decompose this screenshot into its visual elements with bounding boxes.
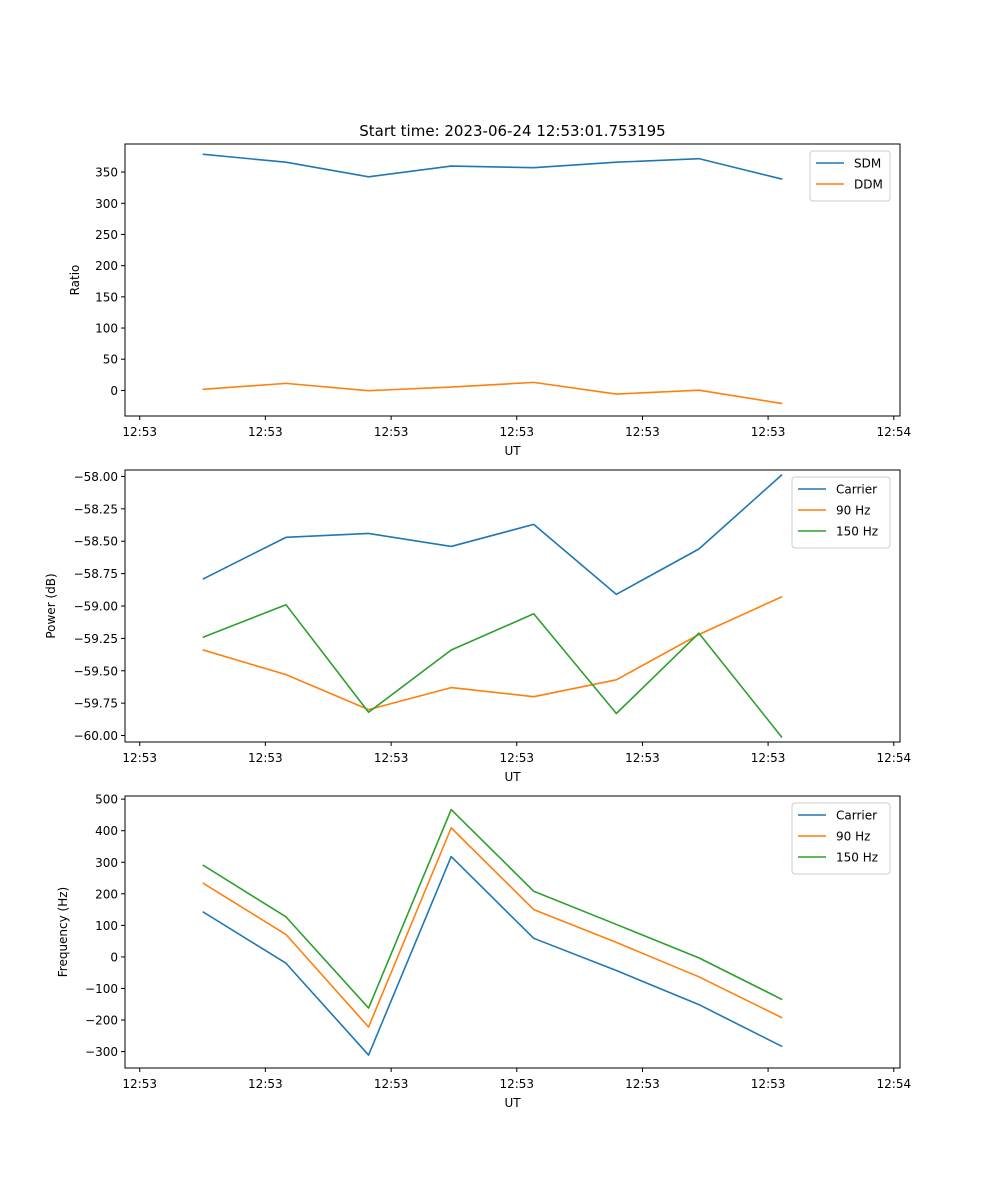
y-tick-label: −59.25 — [74, 632, 118, 646]
series-line-ddm — [202, 381, 783, 405]
series-line-carrier — [202, 474, 783, 596]
x-tick-label: 12:53 — [751, 751, 786, 765]
y-tick-label: −100 — [85, 982, 118, 996]
y-tick-label: 500 — [95, 793, 118, 807]
legend: Carrier 90 Hz 150 Hz — [791, 476, 891, 549]
y-tick-label: 200 — [95, 887, 118, 901]
y-tick-label: −60.00 — [74, 729, 118, 743]
panels: 0 50 100 150 200 250 300 350 12:53 12:53 12:53 12:5… — [44, 143, 912, 1110]
x-tick-label: 12:54 — [877, 425, 912, 439]
x-tick-label: 12:53 — [751, 1077, 786, 1091]
x-tick-label: 12:53 — [499, 1077, 534, 1091]
legend-entry: 90 Hz — [836, 504, 870, 518]
x-tick-label: 12:53 — [122, 751, 157, 765]
y-tick-label: −59.00 — [74, 600, 118, 614]
y-axis-label: Power (dB) — [44, 573, 58, 638]
y-tick-label: 0 — [110, 384, 118, 398]
series-line-sdm — [202, 153, 783, 180]
legend: SDM DDM — [809, 150, 891, 202]
series-line-150-hz — [202, 603, 783, 738]
legend-entry: 90 Hz — [836, 830, 870, 844]
legend-entry: Carrier — [836, 483, 877, 497]
x-tick-label: 12:53 — [248, 751, 283, 765]
series-line-150-hz — [202, 808, 783, 1009]
x-tick-label: 12:53 — [374, 425, 409, 439]
y-tick-label: 50 — [103, 353, 118, 367]
y-tick-label: 250 — [95, 228, 118, 242]
y-tick-label: 0 — [110, 950, 118, 964]
x-tick-label: 12:54 — [877, 751, 912, 765]
y-tick-label: 300 — [95, 856, 118, 870]
legend: Carrier 90 Hz 150 Hz — [791, 802, 891, 875]
series-line-90-hz — [202, 827, 783, 1028]
legend-entry: 150 Hz — [836, 525, 878, 539]
x-tick-label: 12:53 — [625, 425, 660, 439]
y-tick-label: 400 — [95, 824, 118, 838]
legend-entry: 150 Hz — [836, 851, 878, 865]
y-tick-label: −58.50 — [74, 535, 118, 549]
x-tick-label: 12:53 — [499, 751, 534, 765]
x-tick-label: 12:53 — [374, 751, 409, 765]
x-tick-label: 12:53 — [122, 1077, 157, 1091]
x-tick-label: 12:53 — [248, 425, 283, 439]
y-tick-label: −58.75 — [74, 567, 118, 581]
y-tick-label: −200 — [85, 1014, 118, 1028]
figure-title: Start time: 2023-06-24 12:53:01.753195 — [359, 122, 665, 140]
y-tick-label: −58.00 — [74, 470, 118, 484]
y-axis-label: Frequency (Hz) — [56, 887, 70, 978]
y-tick-label: 150 — [95, 290, 118, 304]
y-axis-label: Ratio — [68, 265, 82, 296]
chart-panel-3: −300 −200 −100 0 100 200 300 400 500 12:53 12:53 12… — [56, 793, 911, 1110]
legend-entry: DDM — [854, 178, 883, 192]
x-tick-label: 12:54 — [877, 1077, 912, 1091]
x-tick-label: 12:53 — [499, 425, 534, 439]
x-axis-label: UT — [504, 444, 521, 458]
axes-frame — [124, 143, 901, 417]
x-axis-label: UT — [504, 1096, 521, 1110]
legend-entry: SDM — [854, 157, 881, 171]
x-tick-label: 12:53 — [122, 425, 157, 439]
x-tick-label: 12:53 — [248, 1077, 283, 1091]
x-tick-label: 12:53 — [751, 425, 786, 439]
y-tick-label: 100 — [95, 919, 118, 933]
series-line-90-hz — [202, 595, 783, 711]
y-tick-label: −58.25 — [74, 502, 118, 516]
series-line-carrier — [202, 855, 783, 1056]
y-tick-label: 100 — [95, 322, 118, 336]
y-tick-label: −59.50 — [74, 664, 118, 678]
legend-entry: Carrier — [836, 809, 877, 823]
y-tick-label: −300 — [85, 1045, 118, 1059]
y-tick-label: 200 — [95, 259, 118, 273]
x-tick-label: 12:53 — [625, 751, 660, 765]
chart-panel-1: 0 50 100 150 200 250 300 350 12:53 12:53 12:53 12:5… — [68, 143, 912, 458]
chart-panel-2: −60.00 −59.75 −59.50 −59.25 −59.00 −58.75 −58.… — [44, 469, 912, 784]
axes-frame — [124, 469, 901, 743]
x-tick-label: 12:53 — [374, 1077, 409, 1091]
axes-frame — [124, 795, 901, 1069]
y-tick-label: 300 — [95, 197, 118, 211]
y-tick-label: −59.75 — [74, 697, 118, 711]
y-tick-label: 350 — [95, 166, 118, 180]
x-axis-label: UT — [504, 770, 521, 784]
x-tick-label: 12:53 — [625, 1077, 660, 1091]
